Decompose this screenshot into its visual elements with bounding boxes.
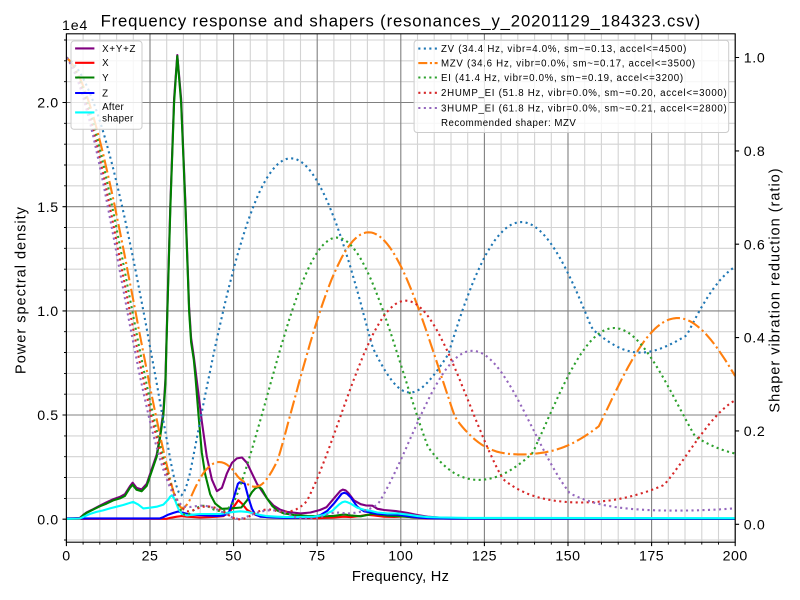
svg-text:Y: Y xyxy=(102,73,109,84)
svg-text:125: 125 xyxy=(472,549,497,565)
svg-text:X: X xyxy=(102,58,109,69)
svg-text:Power spectral density: Power spectral density xyxy=(14,206,30,374)
svg-text:2.0: 2.0 xyxy=(37,96,59,112)
svg-text:3HUMP_EI (61.8 Hz, vibr=0.0%,: 3HUMP_EI (61.8 Hz, vibr=0.0%, sm~=0.21, … xyxy=(441,103,727,114)
svg-text:Frequency, Hz: Frequency, Hz xyxy=(352,569,449,585)
svg-text:Recommended shaper: MZV: Recommended shaper: MZV xyxy=(441,118,576,129)
svg-text:100: 100 xyxy=(388,549,413,565)
svg-text:50: 50 xyxy=(225,549,242,565)
svg-text:1e4: 1e4 xyxy=(62,18,88,34)
svg-text:1.5: 1.5 xyxy=(37,200,59,216)
svg-text:X+Y+Z: X+Y+Z xyxy=(102,44,136,55)
svg-text:0.0: 0.0 xyxy=(37,512,59,528)
svg-text:2HUMP_EI (51.8 Hz, vibr=0.0%,: 2HUMP_EI (51.8 Hz, vibr=0.0%, sm~=0.20, … xyxy=(441,88,727,99)
svg-text:175: 175 xyxy=(639,549,664,565)
svg-text:75: 75 xyxy=(309,549,326,565)
svg-text:MZV (34.6 Hz, vibr=0.0%, sm~=0: MZV (34.6 Hz, vibr=0.0%, sm~=0.17, accel… xyxy=(441,59,696,70)
svg-text:0.2: 0.2 xyxy=(744,424,766,440)
svg-text:After: After xyxy=(102,102,124,113)
svg-text:Z: Z xyxy=(102,88,109,99)
svg-text:200: 200 xyxy=(723,549,748,565)
svg-text:0.5: 0.5 xyxy=(37,408,59,424)
svg-text:shaper: shaper xyxy=(102,114,134,125)
svg-text:Shaper vibration reduction (ra: Shaper vibration reduction (ratio) xyxy=(768,167,784,412)
svg-text:0.6: 0.6 xyxy=(744,237,766,253)
svg-text:Frequency response and shapers: Frequency response and shapers (resonanc… xyxy=(101,12,701,31)
svg-text:1.0: 1.0 xyxy=(37,304,59,320)
svg-text:0.0: 0.0 xyxy=(744,517,766,533)
svg-text:25: 25 xyxy=(142,549,159,565)
svg-text:0.8: 0.8 xyxy=(744,144,766,160)
svg-text:150: 150 xyxy=(555,549,580,565)
svg-text:0: 0 xyxy=(62,549,70,565)
svg-text:0.4: 0.4 xyxy=(744,331,766,347)
svg-text:ZV (34.4 Hz, vibr=4.0%, sm~=0.: ZV (34.4 Hz, vibr=4.0%, sm~=0.13, accel<… xyxy=(441,44,687,55)
svg-text:1.0: 1.0 xyxy=(744,51,766,67)
svg-text:EI (41.4 Hz, vibr=0.0%, sm~=0.: EI (41.4 Hz, vibr=0.0%, sm~=0.19, accel<… xyxy=(441,73,684,84)
